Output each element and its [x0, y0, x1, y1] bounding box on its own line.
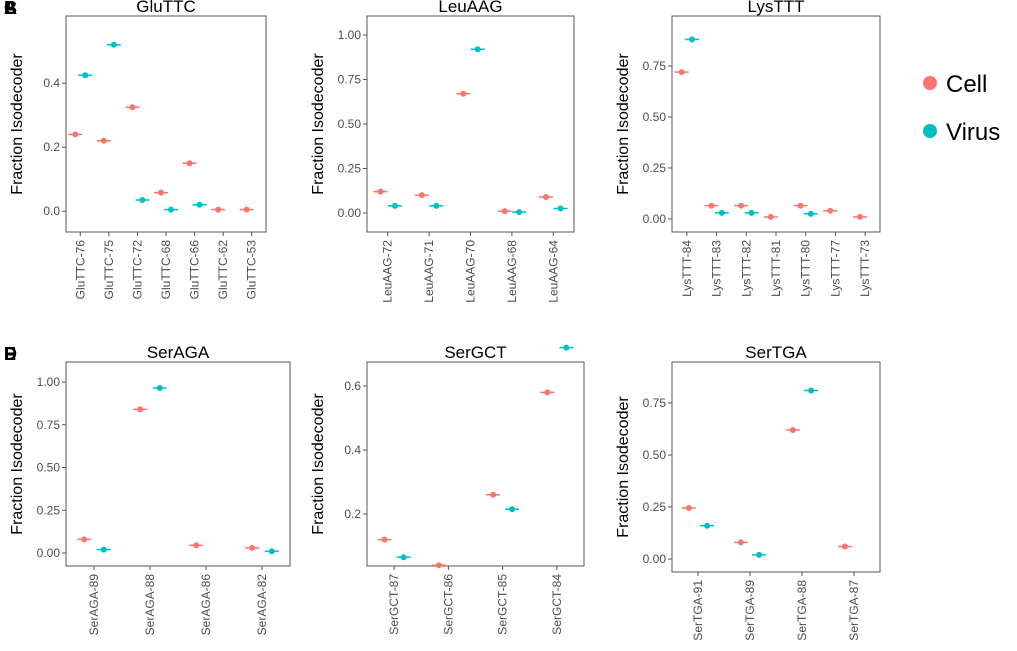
- plot-area: [671, 361, 881, 573]
- y-tick-label: 0.75: [37, 418, 61, 432]
- y-axis-label: Fraction Isodecoder: [310, 393, 327, 535]
- x-tick-label: LysTTT-81: [769, 240, 783, 297]
- chart-title: SerGCT: [444, 343, 506, 362]
- y-axis-label: Fraction Isodecoder: [615, 396, 632, 538]
- y-axis-label: Fraction Isodecoder: [615, 53, 632, 195]
- x-tick-label: SerAGA-82: [255, 574, 269, 636]
- x-tick-label: LysTTT-84: [680, 240, 694, 297]
- legend-label: Virus: [946, 119, 1000, 146]
- x-tick-label: GluTTC-53: [245, 240, 259, 300]
- legend-marker: [923, 124, 937, 138]
- x-tick-label: SerTGA-91: [691, 580, 705, 641]
- panel-label: D: [4, 344, 17, 364]
- plot-area: [65, 361, 291, 567]
- y-tick-label: 0.50: [643, 110, 667, 124]
- x-tick-label: SerAGA-88: [143, 574, 157, 636]
- x-tick-label: SerAGA-89: [87, 574, 101, 636]
- y-tick-label: 0.25: [37, 503, 61, 517]
- y-tick-label: 0.00: [338, 206, 362, 220]
- x-tick-label: SerGCT-84: [550, 574, 564, 635]
- y-tick-label: 0.4: [43, 76, 60, 90]
- legend-marker: [923, 76, 937, 90]
- chart-title: SerAGA: [147, 343, 210, 362]
- panel-label: A: [4, 0, 17, 18]
- x-tick-label: SerTGA-89: [743, 580, 757, 641]
- y-tick-label: 0.50: [643, 448, 667, 462]
- x-tick-label: SerTGA-87: [847, 580, 861, 641]
- x-tick-label: GluTTC-62: [216, 240, 230, 300]
- panel-label: C: [4, 0, 17, 18]
- x-tick-label: SerTGA-88: [795, 580, 809, 641]
- panel-label: B: [4, 0, 17, 18]
- x-tick-label: LysTTT-83: [710, 240, 724, 297]
- y-axis-label: Fraction Isodecoder: [9, 393, 26, 535]
- y-tick-label: 1.00: [37, 375, 61, 389]
- y-tick-label: 0.25: [338, 161, 362, 175]
- x-tick-label: SerGCT-86: [441, 574, 455, 635]
- plot-area: [671, 15, 881, 233]
- y-tick-label: 1.00: [338, 28, 362, 42]
- y-tick-label: 0.2: [344, 507, 361, 521]
- x-tick-label: SerAGA-86: [199, 574, 213, 636]
- y-tick-label: 0.25: [643, 161, 667, 175]
- x-tick-label: LeuAAG-71: [422, 240, 436, 303]
- x-tick-label: LysTTT-73: [858, 240, 872, 297]
- plot-area: [366, 15, 575, 233]
- chart-title: SerTGA: [745, 343, 807, 362]
- x-tick-label: GluTTC-75: [102, 240, 116, 300]
- plot-area: [366, 361, 585, 567]
- y-tick-label: 0.75: [643, 59, 667, 73]
- y-tick-label: 0.00: [643, 552, 667, 566]
- x-tick-label: GluTTC-72: [130, 240, 144, 300]
- chart-title: LysTTT: [748, 0, 805, 16]
- y-tick-label: 0.75: [338, 73, 362, 87]
- y-tick-label: 0.6: [344, 379, 361, 393]
- x-tick-label: GluTTC-76: [73, 240, 87, 300]
- y-tick-label: 0.0: [43, 204, 60, 218]
- x-tick-label: LeuAAG-68: [505, 240, 519, 303]
- panel-label: F: [4, 344, 15, 364]
- y-axis-label: Fraction Isodecoder: [9, 53, 26, 195]
- x-tick-label: GluTTC-66: [188, 240, 202, 300]
- x-tick-label: LysTTT-82: [739, 240, 753, 297]
- x-tick-label: LeuAAG-72: [381, 240, 395, 303]
- y-tick-label: 0.2: [43, 140, 60, 154]
- x-tick-label: LeuAAG-70: [464, 240, 478, 303]
- plot-area: [65, 15, 267, 233]
- y-tick-label: 0.25: [643, 500, 667, 514]
- legend-label: Cell: [946, 71, 987, 98]
- x-tick-label: LeuAAG-64: [546, 240, 560, 303]
- x-tick-label: SerGCT-87: [387, 574, 401, 635]
- panel-label: E: [4, 344, 16, 364]
- y-tick-label: 0.50: [37, 461, 61, 475]
- y-tick-label: 0.00: [37, 546, 61, 560]
- y-tick-label: 0.75: [643, 396, 667, 410]
- y-tick-label: 0.00: [643, 212, 667, 226]
- x-tick-label: LysTTT-80: [799, 240, 813, 297]
- x-tick-label: GluTTC-68: [159, 240, 173, 300]
- chart-title: LeuAAG: [438, 0, 502, 16]
- x-tick-label: SerGCT-85: [496, 574, 510, 635]
- chart-title: GluTTC: [136, 0, 196, 16]
- y-tick-label: 0.4: [344, 443, 361, 457]
- x-tick-label: LysTTT-77: [828, 240, 842, 297]
- y-axis-label: Fraction Isodecoder: [310, 53, 327, 195]
- y-tick-label: 0.50: [338, 117, 362, 131]
